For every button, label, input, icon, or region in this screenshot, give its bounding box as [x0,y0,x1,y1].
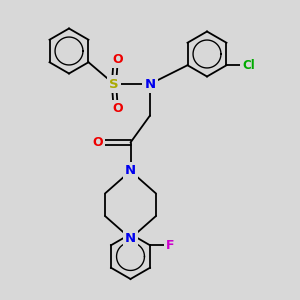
Text: O: O [92,136,103,149]
Text: S: S [109,77,119,91]
Text: O: O [112,102,123,115]
Text: O: O [112,53,123,66]
Text: Cl: Cl [242,59,255,72]
Text: N: N [144,77,156,91]
Text: N: N [125,232,136,245]
Text: N: N [125,164,136,178]
Text: F: F [166,239,175,252]
